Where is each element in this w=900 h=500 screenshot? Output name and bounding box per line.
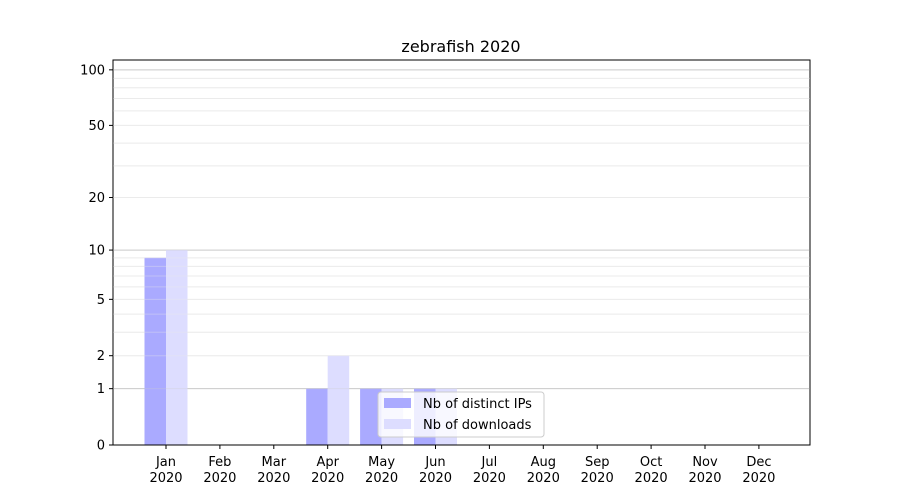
y-tick-label: 50 [88,119,105,134]
y-tick-label: 20 [88,191,105,206]
x-tick-label: Mar 2020 [257,455,290,486]
bar-distinct-ips [360,388,382,445]
bar-downloads [327,355,350,445]
x-tick-label: Nov 2020 [688,455,721,486]
x-tick-label: Apr 2020 [311,455,344,486]
legend-label: Nb of downloads [423,418,532,433]
legend-swatch [384,398,411,408]
legend-label: Nb of distinct IPs [423,397,532,412]
chart-title: zebrafish 2020 [401,37,520,56]
x-tick-label: Feb 2020 [203,455,236,486]
x-tick-label: Sep 2020 [581,455,614,486]
x-tick-label: Jul 2020 [473,455,506,486]
y-tick-label: 10 [88,244,105,259]
x-tick-label: Oct 2020 [635,455,668,486]
x-tick-label: May 2020 [365,455,398,486]
bar-distinct-ips [144,257,166,445]
x-tick-label: Jun 2020 [419,455,452,486]
plot-frame [112,59,811,446]
bar-downloads [166,250,188,445]
y-tick-label: 2 [97,349,105,364]
y-tick-label: 0 [97,439,105,454]
legend-swatch [384,419,411,429]
bar-distinct-ips [306,388,328,445]
y-tick-label: 1 [97,382,105,397]
x-tick-label: Aug 2020 [527,455,560,486]
y-tick-label: 5 [97,293,105,308]
y-tick-label: 100 [80,63,105,78]
legend-box [377,391,545,438]
x-tick-label: Jan 2020 [149,455,182,486]
x-tick-label: Dec 2020 [742,455,775,486]
legend: Nb of distinct IPs Nb of downloads [377,391,545,438]
